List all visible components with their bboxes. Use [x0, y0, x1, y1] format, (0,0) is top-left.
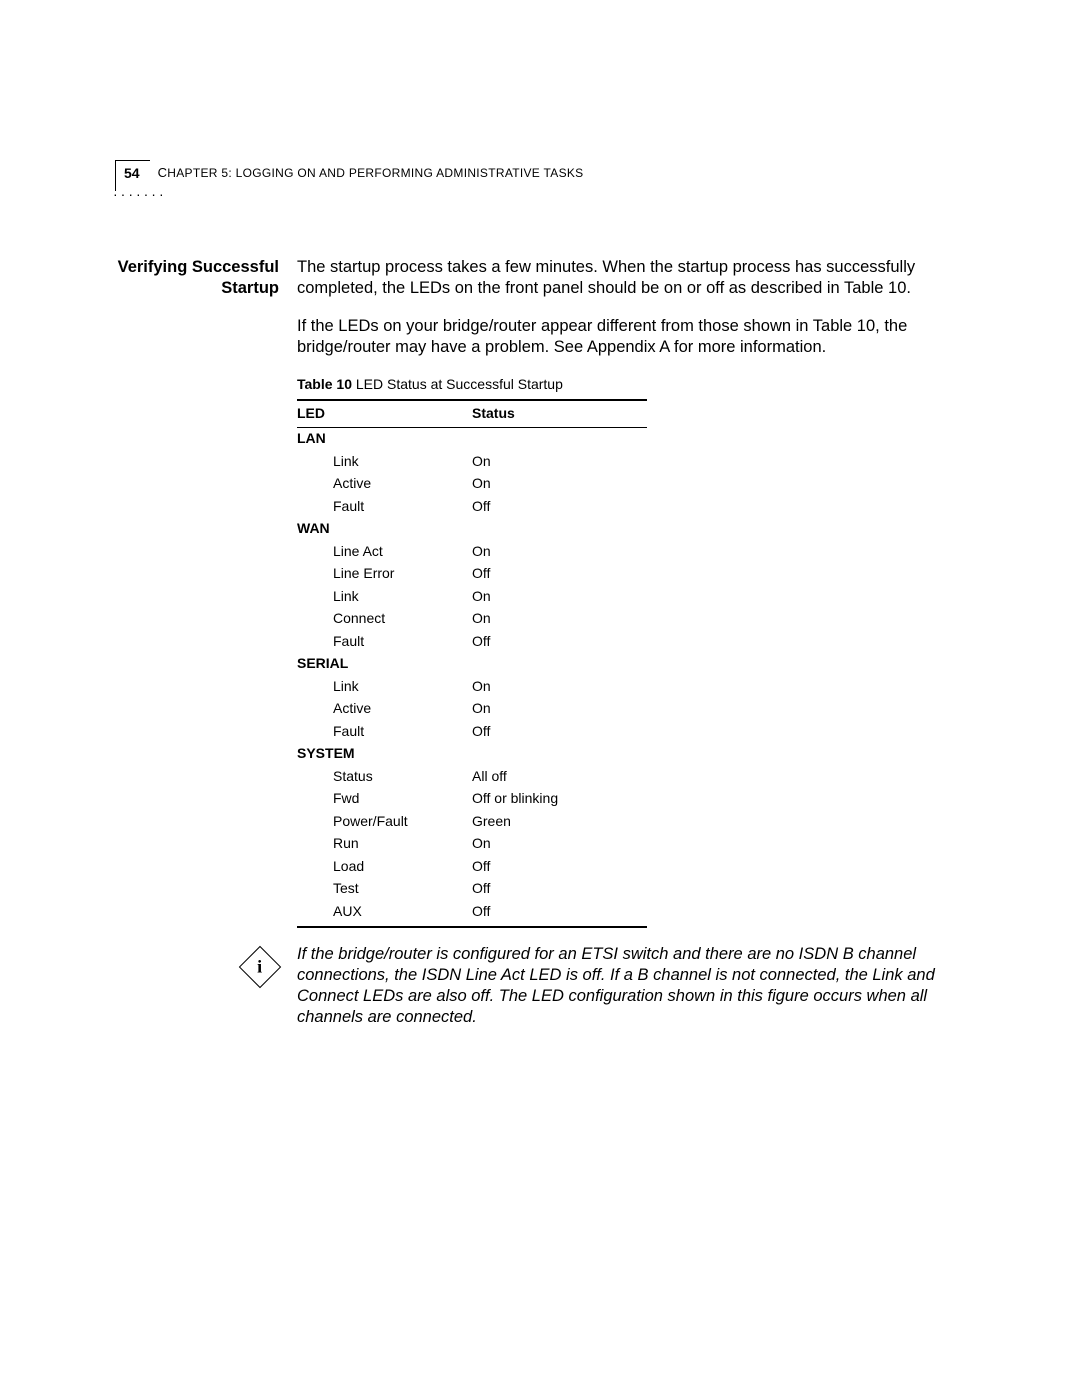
led-status: Off [472, 563, 647, 586]
table-row: Line ErrorOff [297, 563, 647, 586]
led-name: Fault [297, 495, 472, 518]
info-icon: i [239, 946, 281, 988]
heading-line2: Startup [221, 279, 279, 297]
led-status: On [472, 608, 647, 631]
led-status: Green [472, 810, 647, 833]
table-row: LoadOff [297, 855, 647, 878]
group-label: LAN [297, 427, 647, 450]
chapter-label: CHAPTER 5: LOGGING ON AND PERFORMING ADM… [150, 160, 584, 180]
table-row: TestOff [297, 878, 647, 901]
led-name: Test [297, 878, 472, 901]
table-row: LinkOn [297, 675, 647, 698]
table-row: LinkOn [297, 450, 647, 473]
table-row: FaultOff [297, 495, 647, 518]
led-name: Link [297, 675, 472, 698]
led-name: Load [297, 855, 472, 878]
led-name: Link [297, 450, 472, 473]
col-status: Status [472, 400, 647, 427]
led-name: Line Act [297, 540, 472, 563]
led-name: Fault [297, 720, 472, 743]
table-caption: Table 10 LED Status at Successful Startu… [297, 376, 965, 394]
content-row: Verifying Successful Startup The startup… [115, 257, 965, 928]
table-row: LinkOn [297, 585, 647, 608]
led-status: On [472, 540, 647, 563]
table-group-row: WAN [297, 518, 647, 541]
table-row: ConnectOn [297, 608, 647, 631]
note-icon-cell: i [115, 944, 297, 982]
table-row: Line ActOn [297, 540, 647, 563]
led-name: Active [297, 473, 472, 496]
table-group-row: SYSTEM [297, 743, 647, 766]
main-column: The startup process takes a few minutes.… [297, 257, 965, 928]
note-row: i If the bridge/router is configured for… [115, 944, 965, 1028]
led-name: Link [297, 585, 472, 608]
header-dots-icon: ······· [113, 186, 965, 202]
table-row: RunOn [297, 833, 647, 856]
paragraph-2: If the LEDs on your bridge/router appear… [297, 316, 965, 357]
led-name: Line Error [297, 563, 472, 586]
led-status: Off [472, 720, 647, 743]
led-name: Fault [297, 630, 472, 653]
side-column: Verifying Successful Startup [115, 257, 297, 928]
led-name: Connect [297, 608, 472, 631]
table-group-row: SERIAL [297, 653, 647, 676]
group-label: WAN [297, 518, 647, 541]
table-row: StatusAll off [297, 765, 647, 788]
heading-line1: Verifying Successful [118, 258, 279, 276]
page-container: 54 CHAPTER 5: LOGGING ON AND PERFORMING … [115, 160, 965, 1028]
led-status: Off [472, 495, 647, 518]
note-text: If the bridge/router is configured for a… [297, 944, 965, 1028]
col-led: LED [297, 400, 472, 427]
table-row: FwdOff or blinking [297, 788, 647, 811]
section-heading: Verifying Successful Startup [115, 257, 279, 298]
led-status: Off [472, 630, 647, 653]
led-status: On [472, 698, 647, 721]
led-status: On [472, 585, 647, 608]
table-row: Power/FaultGreen [297, 810, 647, 833]
paragraph-1: The startup process takes a few minutes.… [297, 257, 965, 298]
info-icon-glyph: i [257, 958, 262, 976]
table-caption-rest: LED Status at Successful Startup [352, 376, 563, 392]
led-status: Off or blinking [472, 788, 647, 811]
table-row: ActiveOn [297, 473, 647, 496]
group-label: SERIAL [297, 653, 647, 676]
led-status: On [472, 675, 647, 698]
led-name: Active [297, 698, 472, 721]
led-status: On [472, 473, 647, 496]
led-status: On [472, 450, 647, 473]
table-row: ActiveOn [297, 698, 647, 721]
table-group-row: LAN [297, 427, 647, 450]
led-name: Run [297, 833, 472, 856]
table-row: AUXOff [297, 900, 647, 927]
chapter-prefix: C [158, 165, 168, 180]
led-status: All off [472, 765, 647, 788]
led-name: Status [297, 765, 472, 788]
table-header-row: LED Status [297, 400, 647, 427]
group-label: SYSTEM [297, 743, 647, 766]
led-status: On [472, 833, 647, 856]
led-name: AUX [297, 900, 472, 927]
led-name: Fwd [297, 788, 472, 811]
led-status-table: LED Status LANLinkOnActiveOnFaultOffWANL… [297, 399, 647, 928]
chapter-rest: HAPTER 5: LOGGING ON AND PERFORMING ADMI… [167, 166, 583, 180]
led-status: Off [472, 855, 647, 878]
table-row: FaultOff [297, 720, 647, 743]
table-row: FaultOff [297, 630, 647, 653]
led-status: Off [472, 878, 647, 901]
led-status: Off [472, 900, 647, 927]
table-caption-bold: Table 10 [297, 376, 352, 392]
led-name: Power/Fault [297, 810, 472, 833]
